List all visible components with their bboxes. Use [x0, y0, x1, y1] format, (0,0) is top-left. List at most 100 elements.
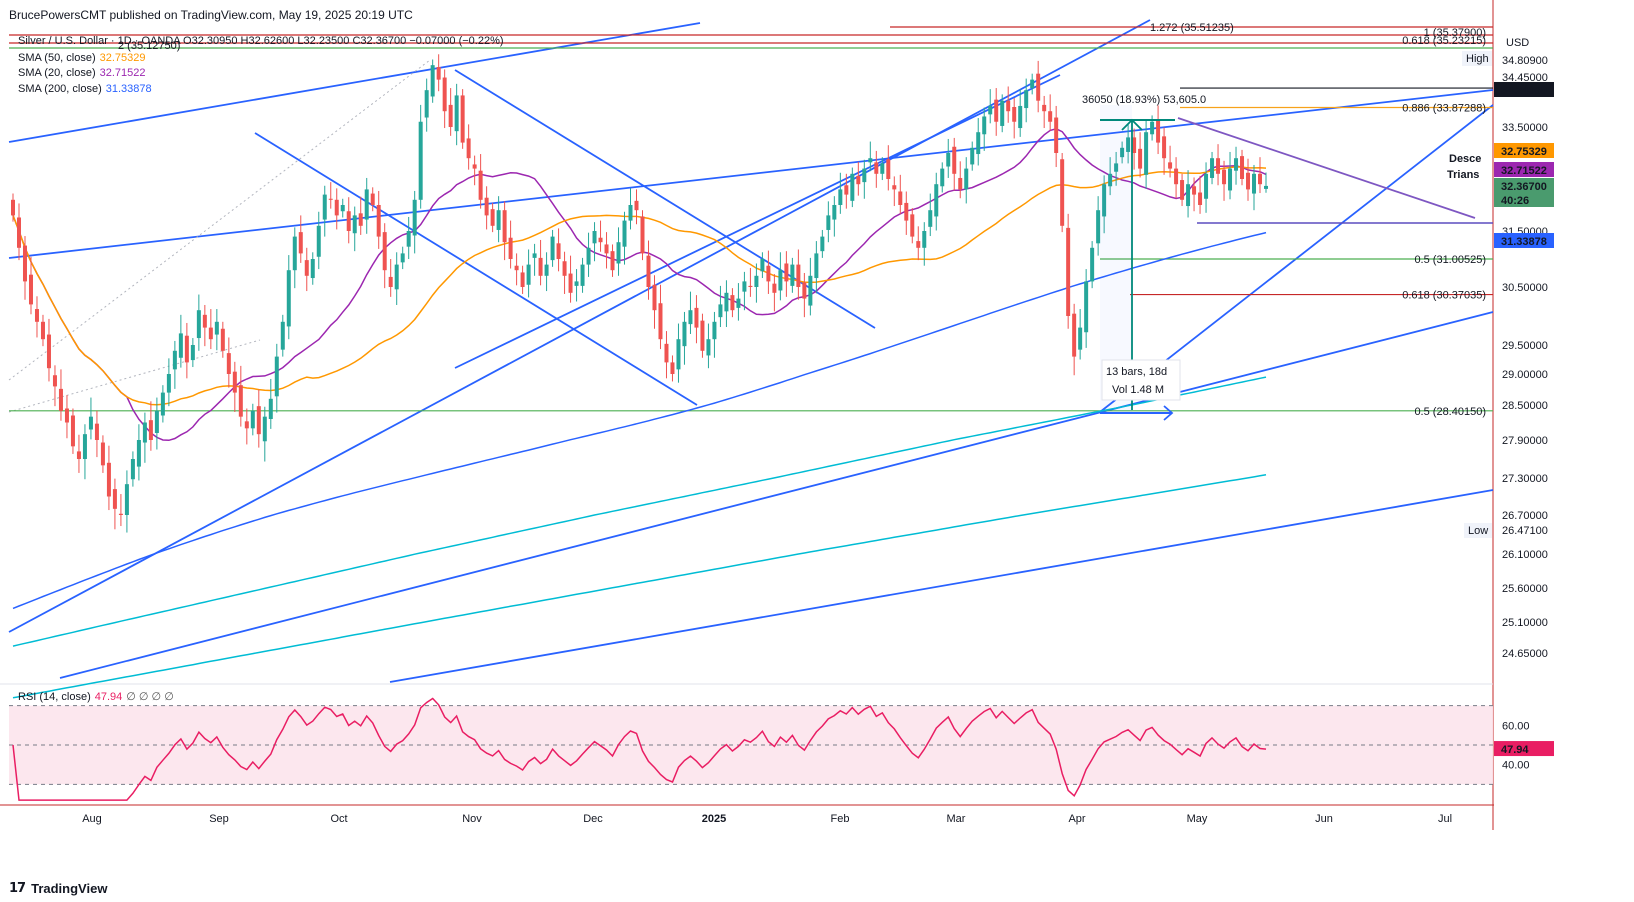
candle-body — [1258, 173, 1263, 185]
time-label: Jun — [1315, 813, 1333, 825]
rising-wedge-line — [8, 89, 1494, 259]
sma50-legend[interactable]: SMA (50, close) 32.75329 — [18, 52, 146, 65]
candle-body — [40, 321, 45, 340]
candle-body — [1108, 173, 1113, 187]
candle-body — [232, 371, 237, 393]
candle-body — [982, 116, 987, 135]
sma200-legend[interactable]: SMA (200, close) 31.33878 — [18, 83, 152, 96]
candle-body — [550, 236, 555, 261]
candle-body — [1042, 104, 1047, 112]
candle-body — [1144, 132, 1149, 175]
rsi-legend[interactable]: RSI (14, close) 47.94 ∅ ∅ ∅ ∅ — [18, 691, 174, 704]
candle-body — [334, 199, 339, 216]
candle-body — [478, 170, 483, 200]
sma200-line — [12, 231, 1267, 610]
candle-body — [364, 189, 369, 220]
tradingview-logo-icon: 17 — [9, 880, 26, 896]
candle-body — [1198, 192, 1203, 205]
candle-body — [1246, 172, 1251, 190]
candle-body — [76, 451, 81, 459]
candle-body — [898, 191, 903, 205]
rising-channel-line — [454, 74, 1061, 369]
symbol-legend[interactable]: Silver / U.S. Dollar · 1D · OANDA O32.30… — [18, 35, 504, 48]
candle-body — [1210, 158, 1215, 178]
candle-body — [286, 270, 291, 327]
grid — [0, 0, 1560, 830]
candle-body — [394, 264, 399, 290]
annotations: 0.5 (31.00525) 0.618 (30.37035) 0.5 (28.40… — [118, 22, 1486, 421]
level-badge-text: 34.24050 — [1501, 85, 1547, 97]
time-label: Nov — [462, 813, 482, 825]
candle-body — [904, 202, 909, 221]
candle-body — [1264, 185, 1268, 189]
candle-body — [658, 303, 663, 340]
time-label: Mar — [947, 813, 966, 825]
candle-body — [382, 232, 387, 271]
candle-body — [916, 241, 921, 248]
candle-body — [346, 211, 351, 231]
price-tick: 33.50000 — [1502, 122, 1548, 134]
candle-body — [718, 304, 723, 318]
rsi-tick: 60.00 — [1502, 720, 1530, 732]
candle-body — [436, 67, 441, 80]
candle-body — [1234, 158, 1239, 171]
candle-body — [1150, 121, 1155, 135]
sma200-badge-text: 31.33878 — [1501, 236, 1547, 248]
candle-body — [82, 434, 87, 459]
candle-body — [412, 199, 417, 236]
candle-body — [190, 345, 195, 361]
candle-body — [838, 189, 843, 205]
candle-body — [802, 282, 807, 299]
candle-body — [1204, 173, 1209, 199]
candle-body — [712, 321, 717, 340]
candle-body — [772, 283, 777, 293]
candle-body — [1174, 168, 1179, 185]
candle-body — [472, 164, 477, 169]
candle-body — [976, 132, 981, 155]
price-axis[interactable]: USD34.8090034.4500033.5000031.5000030.50… — [1462, 0, 1634, 870]
candle-body — [1240, 156, 1245, 179]
candle-body — [1072, 313, 1077, 357]
price-tick: 26.70000 — [1502, 510, 1548, 522]
candle-body — [910, 214, 915, 237]
tradingview-logo[interactable]: 17 TradingView — [9, 880, 107, 896]
candle-body — [958, 177, 963, 190]
symbol-ohlc: Silver / U.S. Dollar · 1D · OANDA O32.30… — [18, 35, 504, 47]
candle-body — [484, 197, 489, 216]
rsi-badge — [1494, 741, 1554, 757]
candle-body — [688, 310, 693, 325]
candle-body — [862, 168, 867, 183]
measure-bars-text: 13 bars, 18d — [1106, 366, 1167, 378]
candle-body — [526, 264, 531, 285]
candle-body — [778, 270, 783, 291]
candle-body — [292, 236, 297, 271]
candle-body — [466, 138, 471, 159]
time-axis[interactable]: Aug Sep Oct Nov Dec 2025 Feb Mar Apr May Jun Jul — [82, 813, 1452, 825]
sma20-legend[interactable]: SMA (20, close) 32.71522 — [18, 67, 146, 80]
candle-body — [1216, 158, 1221, 174]
candle-body — [1192, 186, 1197, 195]
candle-body — [844, 185, 849, 195]
rsi-band — [9, 705, 1493, 785]
candle-body — [442, 77, 447, 112]
base-support-line — [389, 489, 1494, 683]
measure-arrow-right — [1163, 405, 1174, 421]
candle-body — [370, 193, 375, 205]
fib-0886-line-label: 0.886 (33.87288) — [1402, 103, 1486, 115]
price-tick: 28.50000 — [1502, 400, 1548, 412]
candle-body — [856, 175, 861, 185]
sma50-badge — [1494, 143, 1554, 158]
candle-body — [454, 95, 459, 132]
candle-body — [352, 215, 357, 234]
candle-body — [784, 263, 789, 282]
countdown-badge-text: 40:26 — [1501, 195, 1529, 207]
candle-body — [502, 210, 507, 243]
candle-body — [508, 237, 513, 259]
candle-body — [328, 198, 333, 200]
rsi-extra: ∅ ∅ ∅ ∅ — [126, 691, 174, 703]
candle-body — [256, 406, 261, 435]
candle-body — [952, 146, 957, 174]
currency-label: USD — [1506, 37, 1529, 49]
candle-body — [1162, 136, 1167, 159]
